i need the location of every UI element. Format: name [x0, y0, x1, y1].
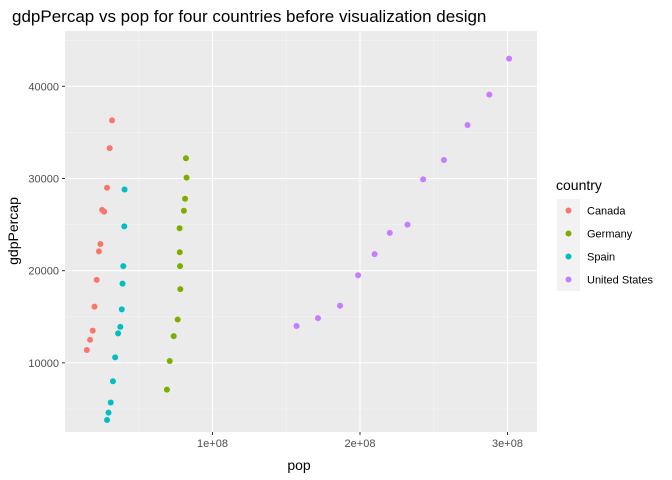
point-germany: [182, 195, 189, 202]
point-united-states: [464, 122, 471, 129]
legend-swatch-spain: [565, 253, 572, 260]
minor-gridlines: [65, 31, 537, 432]
point-canada: [89, 327, 96, 334]
y-tick-label: 10000: [28, 358, 59, 370]
point-canada: [83, 346, 90, 353]
legend-label-united-states: United States: [587, 275, 654, 287]
point-germany: [183, 174, 190, 181]
point-canada: [95, 248, 102, 255]
point-germany: [176, 225, 183, 232]
legend-swatch-canada: [565, 207, 572, 214]
x-tick-label: 3e+08: [492, 438, 523, 450]
point-canada: [87, 336, 94, 343]
point-canada: [106, 145, 113, 152]
point-germany: [182, 155, 189, 162]
point-canada: [91, 303, 98, 310]
point-united-states: [486, 91, 493, 98]
plot-panel: [65, 31, 537, 432]
point-united-states: [404, 221, 411, 228]
point-spain: [119, 280, 126, 287]
y-axis-title: gdpPercap: [5, 197, 21, 265]
y-tick-label: 40000: [28, 81, 59, 93]
point-germany: [163, 386, 170, 393]
point-spain: [109, 378, 116, 385]
x-tick-label: 1e+08: [197, 438, 228, 450]
point-spain: [121, 186, 128, 193]
legend-title: country: [556, 177, 602, 193]
point-united-states: [293, 322, 300, 329]
point-united-states: [386, 229, 393, 236]
y-tick-label: 30000: [28, 173, 59, 185]
x-axis-title: pop: [287, 457, 311, 473]
point-canada: [97, 240, 104, 247]
legend-swatch-germany: [565, 230, 572, 237]
point-united-states: [337, 302, 344, 309]
point-spain: [120, 263, 127, 270]
point-spain: [112, 354, 119, 361]
point-germany: [176, 249, 183, 256]
data-points: [83, 55, 513, 424]
legend-label-spain: Spain: [587, 252, 615, 264]
chart-title: gdpPercap vs pop for four countries befo…: [12, 7, 486, 26]
point-spain: [121, 223, 128, 230]
major-gridlines: [65, 31, 537, 432]
point-spain: [107, 399, 114, 406]
x-tick-label: 2e+08: [345, 438, 376, 450]
point-germany: [174, 316, 181, 323]
legend: country Canada Germany Spain United States: [556, 177, 654, 291]
point-canada: [109, 117, 116, 124]
point-united-states: [420, 176, 427, 183]
point-spain: [105, 409, 112, 416]
point-united-states: [440, 157, 447, 164]
point-canada: [104, 184, 111, 191]
point-spain: [118, 306, 125, 313]
point-germany: [177, 286, 184, 293]
point-canada: [93, 276, 100, 283]
point-germany: [177, 263, 184, 270]
legend-label-canada: Canada: [587, 206, 626, 218]
point-united-states: [506, 55, 513, 62]
point-united-states: [314, 315, 321, 322]
y-axis: 10000 20000 30000 40000: [28, 81, 65, 370]
point-germany: [170, 333, 177, 340]
point-germany: [166, 358, 173, 365]
x-axis: 1e+08 2e+08 3e+08: [197, 432, 523, 450]
point-germany: [180, 207, 187, 214]
point-united-states: [355, 272, 362, 279]
point-canada: [101, 208, 108, 215]
point-spain: [117, 323, 124, 330]
point-spain: [104, 417, 111, 424]
point-united-states: [371, 251, 378, 258]
point-spain: [115, 330, 122, 337]
y-tick-label: 20000: [28, 266, 59, 278]
legend-label-germany: Germany: [587, 229, 633, 241]
legend-swatch-united-states: [565, 276, 572, 283]
